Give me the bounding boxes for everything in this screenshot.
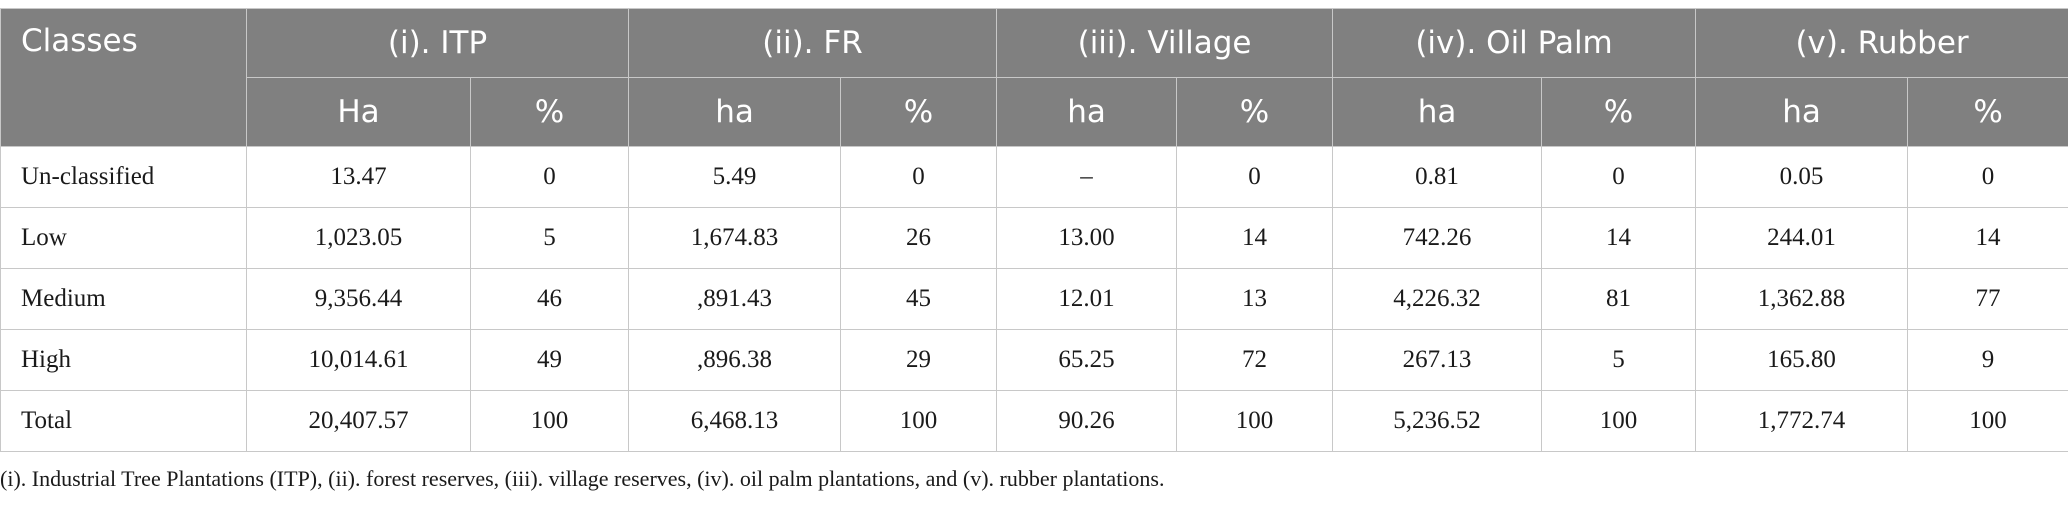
table-cell: 165.80 xyxy=(1695,329,1909,391)
table-cell: 26 xyxy=(840,207,998,269)
table-cell: 1,362.88 xyxy=(1695,268,1909,330)
table-cell: 46 xyxy=(469,268,630,330)
table-cell: 13.00 xyxy=(996,207,1178,269)
land-use-class-table: Classes (i). ITP (ii). FR (iii). Village… xyxy=(0,8,2068,452)
row-label: Low xyxy=(0,207,247,269)
table-cell: 1,023.05 xyxy=(246,207,471,269)
group-header-village: (iii). Village xyxy=(996,8,1334,78)
table-footnote: (i). Industrial Tree Plantations (ITP), … xyxy=(0,466,1165,491)
table-cell: 0 xyxy=(469,146,630,208)
row-label: Medium xyxy=(0,268,247,330)
table-row: High 10,014.61 49 ,896.38 29 65.25 72 26… xyxy=(0,329,2068,391)
table-cell: 29 xyxy=(840,329,998,391)
data-table-container: Classes (i). ITP (ii). FR (iii). Village… xyxy=(0,8,2068,452)
table-row: Total 20,407.57 100 6,468.13 100 90.26 1… xyxy=(0,390,2068,452)
table-cell: 14 xyxy=(1176,207,1334,269)
table-cell: 20,407.57 xyxy=(246,390,471,452)
table-cell: 0 xyxy=(840,146,998,208)
subheader-oil-palm-ha: ha xyxy=(1332,77,1543,147)
table-cell: 13 xyxy=(1176,268,1334,330)
table-cell: 14 xyxy=(1907,207,2068,269)
table-cell: 6,468.13 xyxy=(628,390,842,452)
table-cell: 9 xyxy=(1907,329,2068,391)
table-cell: 49 xyxy=(469,329,630,391)
table-cell: 13.47 xyxy=(246,146,471,208)
table-row: Un-classified 13.47 0 5.49 0 – 0 0.81 0 … xyxy=(0,146,2068,208)
subheader-oil-palm-percent: % xyxy=(1541,77,1697,147)
row-label: Total xyxy=(0,390,247,452)
table-row: Low 1,023.05 5 1,674.83 26 13.00 14 742.… xyxy=(0,207,2068,269)
subheader-rubber-percent: % xyxy=(1907,77,2068,147)
table-cell: 244.01 xyxy=(1695,207,1909,269)
table-cell: 1,674.83 xyxy=(628,207,842,269)
table-cell: 5.49 xyxy=(628,146,842,208)
table-cell: 72 xyxy=(1176,329,1334,391)
group-header-fr: (ii). FR xyxy=(628,8,998,78)
table-cell: 4,226.32 xyxy=(1332,268,1543,330)
table-cell: 1,772.74 xyxy=(1695,390,1909,452)
table-cell: 742.26 xyxy=(1332,207,1543,269)
table-cell: 0 xyxy=(1176,146,1334,208)
header-subheader-row: Ha % ha % ha % ha % ha % xyxy=(1,77,2068,147)
table-row: Medium 9,356.44 46 ,891.43 45 12.01 13 4… xyxy=(0,268,2068,330)
subheader-itp-percent: % xyxy=(469,77,630,147)
table-cell: 5 xyxy=(469,207,630,269)
table-header: Classes (i). ITP (ii). FR (iii). Village… xyxy=(0,8,2068,147)
table-body: Un-classified 13.47 0 5.49 0 – 0 0.81 0 … xyxy=(0,146,2068,452)
subheader-village-ha: ha xyxy=(996,77,1178,147)
table-cell: 5 xyxy=(1541,329,1697,391)
group-header-oil-palm: (iv). Oil Palm xyxy=(1332,8,1697,78)
table-cell: 100 xyxy=(1541,390,1697,452)
classes-header: Classes xyxy=(0,8,247,147)
table-cell: 5,236.52 xyxy=(1332,390,1543,452)
table-cell: 100 xyxy=(1907,390,2068,452)
table-cell: 0 xyxy=(1907,146,2068,208)
table-cell: 81 xyxy=(1541,268,1697,330)
row-label: Un-classified xyxy=(0,146,247,208)
table-cell: 0 xyxy=(1541,146,1697,208)
table-cell: 100 xyxy=(1176,390,1334,452)
table-cell: ,896.38 xyxy=(628,329,842,391)
table-cell: 100 xyxy=(469,390,630,452)
table-cell: 14 xyxy=(1541,207,1697,269)
table-cell: – xyxy=(996,146,1178,208)
subheader-rubber-ha: ha xyxy=(1695,77,1909,147)
table-cell: 0.05 xyxy=(1695,146,1909,208)
table-cell: 9,356.44 xyxy=(246,268,471,330)
subheader-itp-ha: Ha xyxy=(246,77,471,147)
table-cell: 0.81 xyxy=(1332,146,1543,208)
subheader-village-percent: % xyxy=(1176,77,1334,147)
header-group-row: Classes (i). ITP (ii). FR (iii). Village… xyxy=(0,8,2068,147)
table-cell: 12.01 xyxy=(996,268,1178,330)
table-cell: 10,014.61 xyxy=(246,329,471,391)
table-cell: 100 xyxy=(840,390,998,452)
row-label: High xyxy=(0,329,247,391)
table-cell: 65.25 xyxy=(996,329,1178,391)
group-header-itp: (i). ITP xyxy=(245,8,630,78)
subheader-fr-ha: ha xyxy=(628,77,842,147)
table-cell: 45 xyxy=(840,268,998,330)
subheader-fr-percent: % xyxy=(840,77,998,147)
table-cell: ,891.43 xyxy=(628,268,842,330)
table-cell: 77 xyxy=(1907,268,2068,330)
table-cell: 267.13 xyxy=(1332,329,1543,391)
table-cell: 90.26 xyxy=(996,390,1178,452)
group-header-rubber: (v). Rubber xyxy=(1695,8,2068,78)
